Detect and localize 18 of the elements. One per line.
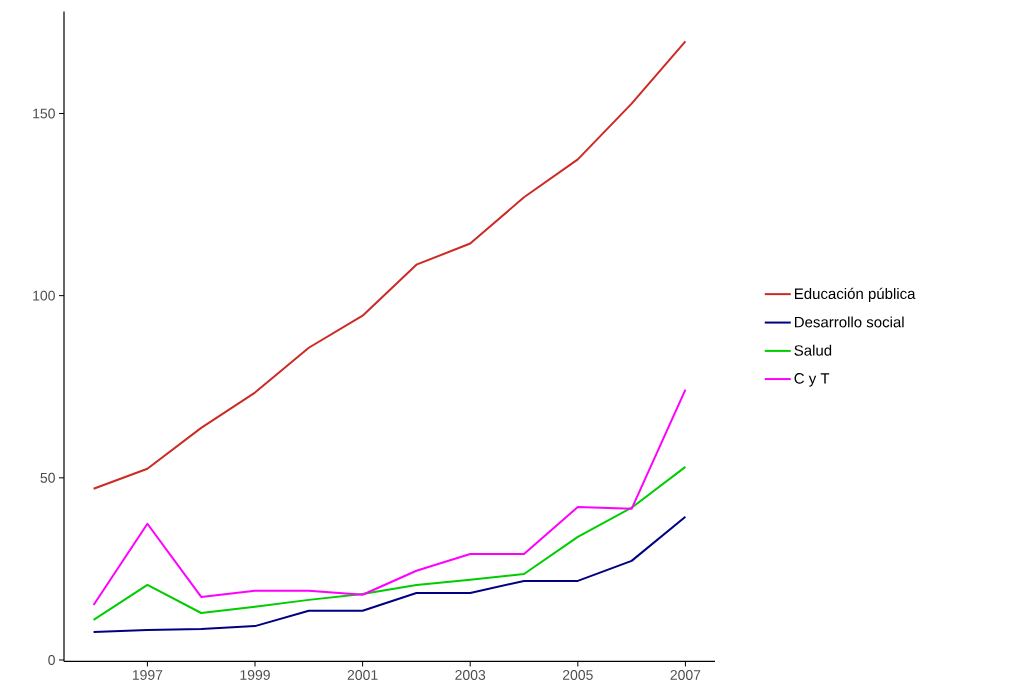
y-tick-label: 150 <box>33 108 55 119</box>
y-tick-label: 0 <box>48 655 55 665</box>
line-series <box>92 388 687 606</box>
y-tick-label: 100 <box>33 290 55 301</box>
legend-label: Educación pública <box>795 287 916 303</box>
line-series <box>92 515 687 633</box>
x-tick-label: 2005 <box>562 669 593 680</box>
legend-label: Salud <box>794 344 832 356</box>
legend-label: Desarrollo social <box>795 316 904 328</box>
x-tick-label: 1999 <box>240 669 270 680</box>
x-tick-label: 1997 <box>132 669 163 680</box>
line-series <box>92 465 687 621</box>
line-series <box>92 40 687 490</box>
y-tick-label: 50 <box>40 472 55 483</box>
x-tick-label: 2003 <box>455 669 486 680</box>
legend-label: C y T <box>794 373 830 387</box>
x-tick-label: 2001 <box>347 669 378 680</box>
x-tick-label: 2007 <box>670 669 701 680</box>
